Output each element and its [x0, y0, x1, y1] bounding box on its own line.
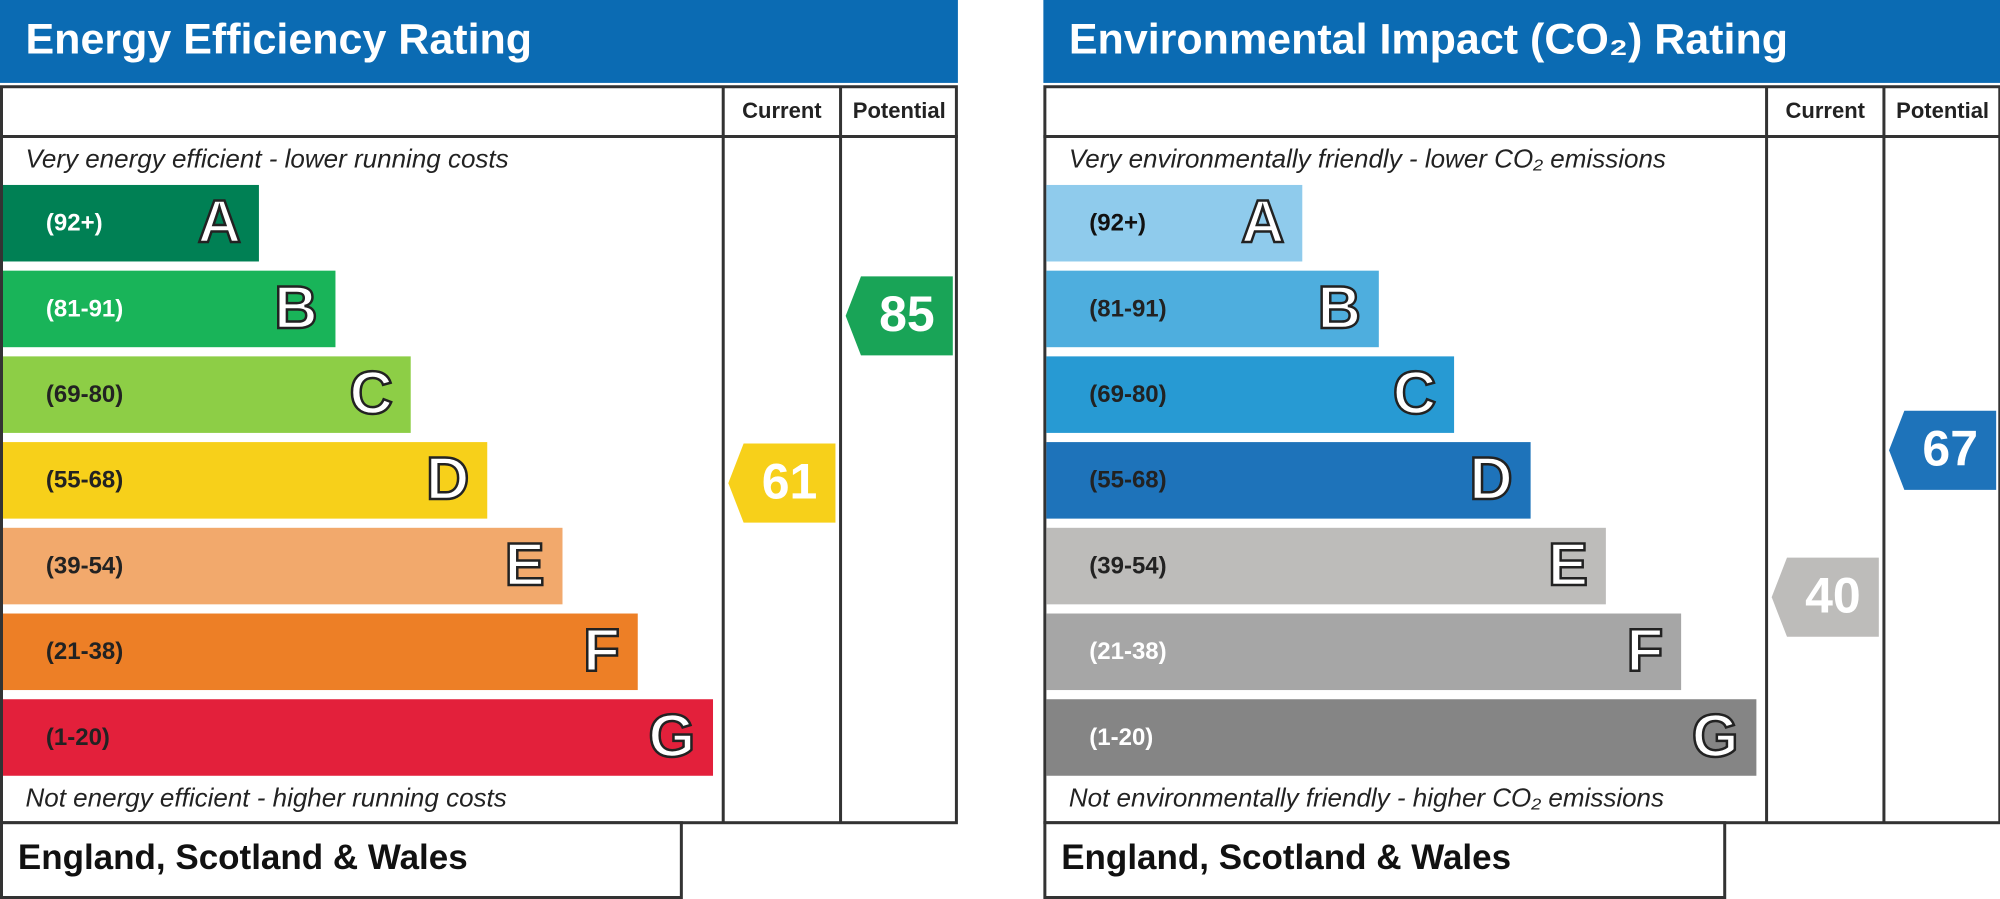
rating-panel: Environmental Impact (CO₂) Rating Current…: [1043, 0, 2000, 899]
band-letter: A: [198, 188, 241, 255]
top-note: Very energy efficient - lower running co…: [26, 144, 509, 174]
band-letter: B: [274, 274, 317, 341]
panel-title: Environmental Impact (CO₂) Rating: [1069, 15, 1788, 63]
band-letter: C: [350, 359, 393, 426]
panel-title: Energy Efficiency Rating: [26, 15, 533, 63]
band-range: (69-80): [1089, 381, 1166, 408]
band-range: (81-91): [1089, 295, 1166, 322]
band-bar: [1046, 356, 1455, 433]
band-bar: [3, 613, 638, 691]
column-header: Current: [742, 98, 822, 123]
band-bar: [3, 356, 411, 433]
bottom-note: Not environmentally friendly - higher CO…: [1069, 783, 1664, 813]
band-range: (39-54): [1089, 552, 1166, 579]
band-range: (55-68): [46, 467, 123, 494]
rating-value: 67: [1922, 420, 1978, 476]
band-range: (21-38): [46, 638, 123, 665]
band-range: (39-54): [46, 552, 123, 579]
band-letter: D: [1469, 445, 1512, 512]
band-range: (81-91): [46, 295, 123, 322]
panel-header: [0, 0, 958, 83]
rating-arrow: [1889, 410, 1997, 490]
band-range: (1-20): [1089, 724, 1153, 751]
rating-arrow: [845, 276, 953, 356]
band-letter: G: [1692, 702, 1739, 769]
column-header: Current: [1786, 98, 1866, 123]
band-bar: [3, 270, 336, 348]
band-bar: [3, 527, 563, 605]
rating-panel: Energy Efficiency Rating Current Potential…: [0, 0, 958, 899]
panel-header: [1043, 0, 2000, 83]
band-bar: [1046, 699, 1757, 776]
footer-box: [1043, 821, 1727, 899]
band-bar: [1046, 527, 1606, 605]
footer-box: [0, 821, 683, 899]
band-letter: C: [1393, 359, 1436, 426]
band-letter: G: [648, 702, 695, 769]
band-range: (92+): [46, 210, 103, 237]
band-bar: [1046, 442, 1531, 519]
band-range: (92+): [1089, 210, 1146, 237]
band-range: (21-38): [1089, 638, 1166, 665]
rating-value: 61: [762, 453, 818, 509]
band-letter: D: [426, 445, 469, 512]
band-bar: [3, 699, 714, 776]
band-bar: [1046, 613, 1682, 691]
rating-arrow: [1771, 557, 1879, 637]
rating-value: 85: [879, 286, 935, 342]
band-bar: [1046, 270, 1379, 348]
band-letter: F: [583, 617, 620, 684]
rating-value: 40: [1805, 567, 1861, 623]
band-letter: F: [1627, 617, 1664, 684]
footer-text: England, Scotland & Wales: [1061, 838, 1511, 877]
band-range: (1-20): [46, 724, 110, 751]
top-note: Very environmentally friendly - lower CO…: [1069, 144, 1666, 174]
rating-arrow: [728, 443, 836, 523]
band-letter: B: [1318, 274, 1361, 341]
band-letter: A: [1241, 188, 1284, 255]
column-header: Potential: [1896, 98, 1989, 123]
band-bar: [3, 442, 488, 519]
band-range: (69-80): [46, 381, 123, 408]
band-bar: [3, 184, 259, 262]
band-letter: E: [505, 531, 545, 598]
band-range: (55-68): [1089, 467, 1166, 494]
bottom-note: Not energy efficient - higher running co…: [26, 783, 507, 813]
band-bar: [1046, 184, 1303, 262]
footer-text: England, Scotland & Wales: [18, 838, 468, 877]
band-letter: E: [1548, 531, 1588, 598]
column-header: Potential: [853, 98, 946, 123]
